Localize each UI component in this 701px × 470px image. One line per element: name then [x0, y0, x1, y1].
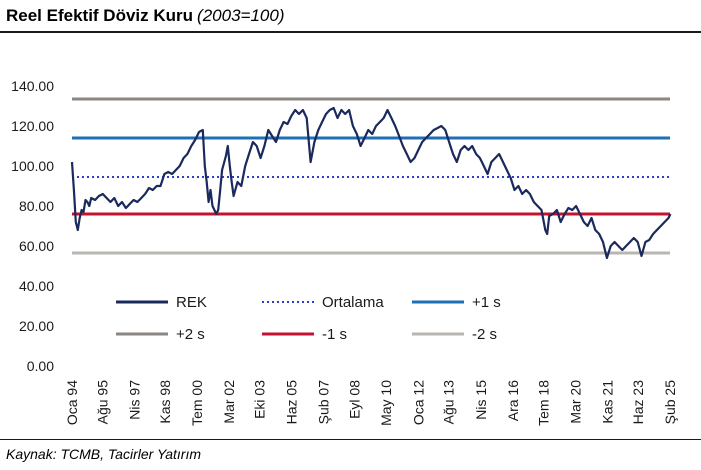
series-layer	[70, 106, 672, 260]
x-tick-label: Tem 00	[189, 380, 205, 426]
title-rule	[0, 31, 701, 33]
x-tick-label: Ara 16	[505, 380, 521, 421]
series-line-rek	[70, 106, 672, 260]
y-tick-label: 40.00	[19, 278, 54, 294]
chart-subtitle: (2003=100)	[197, 6, 285, 25]
y-tick-label: 20.00	[19, 318, 54, 334]
chart-title: Reel Efektif Döviz Kuru (2003=100)	[6, 6, 284, 26]
x-tick-label: Nis 15	[473, 380, 489, 420]
x-tick-label: Eyl 08	[346, 380, 362, 419]
legend-label-rek: REK	[176, 294, 207, 311]
legend-label-plusminus-2-s: +2 s	[176, 326, 205, 343]
chart-title-text: Reel Efektif Döviz Kuru	[6, 6, 194, 25]
y-tick-label: 140.00	[11, 78, 54, 94]
source-note: Kaynak: TCMB, Tacirler Yatırım	[6, 446, 202, 462]
x-tick-label: Şub 25	[662, 380, 678, 425]
x-tick-label: Tem 18	[535, 380, 551, 426]
y-tick-label: 80.00	[19, 198, 54, 214]
y-tick-label: 0.00	[27, 358, 54, 374]
legend-label-minus-2-s: -2 s	[472, 326, 497, 343]
x-tick-label: Haz 23	[630, 380, 646, 425]
x-tick-label: Ağu 13	[441, 380, 457, 425]
y-tick-label: 120.00	[11, 118, 54, 134]
rek-line-chart: 0.00 20.00 40.00 60.00 80.00 100.00 120.00 140.…	[11, 78, 678, 426]
legend: REK Ortalama +1 s +2 s -1 s -2 s	[116, 294, 501, 343]
x-tick-label: Şub 07	[316, 380, 332, 425]
y-axis: 0.00 20.00 40.00 60.00 80.00 100.00 120.00 140.…	[11, 78, 54, 374]
x-tick-label: Haz 05	[284, 380, 300, 425]
x-axis: Oca 94 Ağu 95 Nis 97 Kas 98 Tem 00 Mar 02 Eki …	[64, 380, 678, 426]
x-tick-label: May 10	[378, 380, 394, 426]
x-tick-label: Mar 02	[221, 380, 237, 424]
reference-lines	[72, 97, 670, 255]
y-tick-label: 100.00	[11, 158, 54, 174]
x-tick-label: Oca 12	[410, 380, 426, 425]
y-tick-label: 60.00	[19, 238, 54, 254]
legend-label-ortalama: Ortalama	[322, 294, 384, 311]
x-tick-label: Mar 20	[568, 380, 584, 424]
legend-label-minus-1-s: -1 s	[322, 326, 347, 343]
source-rule	[0, 439, 701, 440]
legend-label-plusminus-1-s: +1 s	[472, 294, 501, 311]
x-tick-label: Eki 03	[252, 380, 268, 419]
x-tick-label: Oca 94	[64, 380, 80, 425]
x-tick-label: Ağu 95	[94, 380, 110, 425]
x-tick-label: Nis 97	[127, 380, 143, 420]
x-tick-label: Kas 98	[157, 380, 173, 424]
x-tick-label: Kas 21	[599, 380, 615, 424]
